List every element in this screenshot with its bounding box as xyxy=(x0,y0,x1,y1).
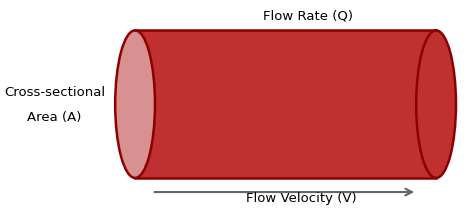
Text: Area (A): Area (A) xyxy=(27,111,82,124)
Polygon shape xyxy=(135,30,436,178)
Text: Flow Rate (Q): Flow Rate (Q) xyxy=(263,10,353,23)
Text: Flow Velocity (V): Flow Velocity (V) xyxy=(246,192,356,205)
Ellipse shape xyxy=(115,30,155,178)
Text: Cross-sectional: Cross-sectional xyxy=(4,86,105,99)
Ellipse shape xyxy=(416,30,456,178)
